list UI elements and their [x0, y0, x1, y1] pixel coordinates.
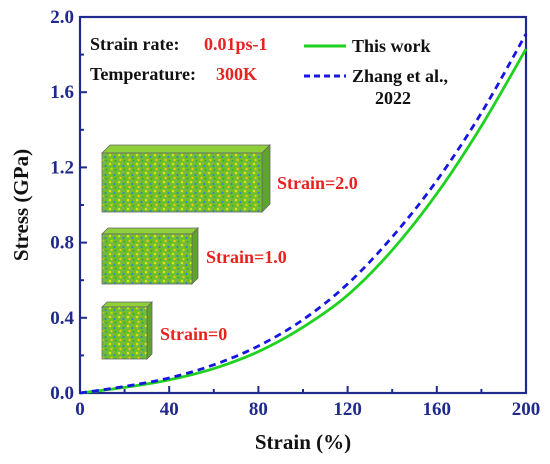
x-tick-label-4: 160	[423, 399, 452, 420]
axis-ticks: 0 40 80 120 160 200 0.0 0.4 0.8 1.2 1.6 2.0	[50, 7, 540, 420]
legend: This work Zhang et al., 2022	[304, 36, 448, 108]
temperature-key: Temperature:	[90, 64, 196, 84]
y-tick-label-3: 1.2	[50, 157, 74, 178]
inset-label-strain-1: Strain=1.0	[206, 247, 287, 267]
series-line-1	[79, 33, 528, 395]
x-tick-label-5: 200	[512, 399, 541, 420]
x-tick-label-1: 40	[160, 399, 179, 420]
strain-rate-value: 0.01ps-1	[204, 34, 268, 54]
atomistic-box-strain-1-icon	[101, 227, 199, 285]
y-tick-label-5: 2.0	[50, 7, 74, 28]
y-tick-label-4: 1.6	[50, 82, 74, 103]
temperature-value: 300K	[216, 64, 257, 84]
y-tick-label-2: 0.8	[50, 233, 74, 254]
strain-rate-key: Strain rate:	[90, 34, 179, 54]
x-tick-label-0: 0	[75, 399, 85, 420]
legend-label-zhang-line2: 2022	[375, 88, 411, 108]
y-tick-label-0: 0.0	[50, 383, 74, 404]
legend-label-this-work: This work	[352, 36, 431, 56]
x-tick-label-3: 120	[333, 399, 362, 420]
atomistic-box-strain-2-icon	[101, 144, 271, 213]
y-tick-label-1: 0.4	[50, 308, 74, 329]
inset-label-strain-0: Strain=0	[160, 324, 227, 344]
y-axis-title: Stress (GPa)	[9, 149, 33, 261]
series-layer	[79, 33, 528, 395]
atomistic-box-strain-0-icon	[101, 301, 153, 360]
x-axis-title: Strain (%)	[255, 430, 351, 454]
legend-label-zhang-line1: Zhang et al.,	[352, 66, 448, 86]
x-tick-label-2: 80	[249, 399, 268, 420]
inset-label-strain-2: Strain=2.0	[277, 173, 358, 193]
series-line-0	[79, 48, 528, 395]
